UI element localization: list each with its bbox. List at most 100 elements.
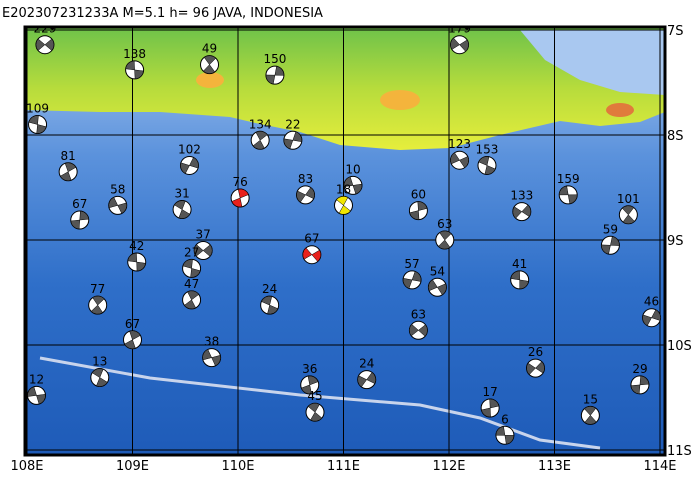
event-label: 54 [430,264,445,278]
event-label: 10 [345,162,360,176]
event-label: 27 [184,245,199,259]
beachball: 18 [334,182,353,215]
frame [23,25,667,457]
beachball-quadrant [124,330,141,349]
lon-label: 108E [10,459,43,474]
event-label: 29 [632,362,647,376]
event-label: 77 [90,282,105,296]
axis-labels: 108E 109E 110E 111E 112E 113E 114E 7S 8S 9S 10S 11S [10,24,691,474]
event-label: 15 [583,392,598,406]
beachball: 13 [90,355,110,388]
event-label: 6 [501,412,509,426]
beachball-quadrant [526,361,545,375]
land [25,27,665,150]
beachball-quadrant [481,398,500,418]
event-label: 60 [411,188,426,202]
beachball-quadrant [27,386,46,405]
beachball: 133 [510,189,533,222]
event-label: 47 [184,277,199,291]
beachball: 179 [448,27,471,55]
beachball: 38 [202,335,222,368]
beachball-quadrant [180,157,199,174]
event-label: 153 [476,142,499,156]
lon-label: 112E [432,459,465,474]
beachball-quadrant [283,131,303,150]
event-label: 138 [123,47,146,61]
beachball-quadrant [343,176,363,195]
beachball-quadrant [90,295,105,315]
beachball: 49 [200,42,220,75]
beachball-quadrant [252,130,268,150]
beachball-quadrant [261,295,279,315]
lon-label: 113E [538,459,571,474]
beachball: 67 [70,197,90,230]
beachball: 27 [182,245,202,278]
beachball: 17 [480,385,500,418]
beachball-quadrant [642,309,661,327]
beachball: 54 [427,264,447,297]
beachball-quadrant [174,200,191,219]
lon-label: 109E [116,459,149,474]
event-label: 13 [92,355,107,369]
event-label: 22 [285,117,300,131]
beachball-quadrant [601,236,620,255]
events: 229 138 49 150 179 109 134 22 123 153 81 102 58 31 76 8… [26,27,662,445]
beachball: 159 [557,172,580,205]
event-label: 101 [617,192,640,206]
beachball-quadrant [28,115,47,134]
lon-label: 111E [327,459,360,474]
beachball-quadrant [182,259,201,278]
title: E202307231233A M=5.1 h= 96 JAVA, INDONES… [2,6,323,21]
beachball: 45 [305,389,325,422]
beachball-quadrant [300,375,319,395]
beachball: 42 [127,239,147,272]
beachball: 24 [260,282,280,315]
beachball: 6 [495,412,515,445]
beachball-quadrant [409,201,428,220]
beachball-quadrant [402,271,422,289]
beachball: 67 [302,232,322,265]
event-label: 24 [262,282,277,296]
lat-label: 10S [667,339,692,354]
event-label: 17 [483,385,498,399]
beachball: 58 [108,182,128,215]
beachball: 153 [476,142,499,175]
event-label: 83 [298,172,313,186]
event-label: 45 [307,389,322,403]
event-label: 58 [110,182,125,196]
event-label: 109 [26,102,49,116]
beachball: 12 [26,372,46,405]
beachball-quadrant [193,244,213,257]
beachball-quadrant [296,187,315,203]
event-label: 159 [557,172,580,186]
beachball: 10 [343,162,363,195]
beachball: 102 [178,142,201,175]
beachball: 77 [88,282,108,315]
event-label: 36 [302,362,317,376]
beachball-quadrant [450,37,469,52]
beachball-quadrant [583,406,597,425]
beachball: 123 [448,137,471,170]
beachball: 138 [123,47,146,80]
beachball-quadrant [35,38,55,51]
beachball: 36 [300,362,320,395]
beachball-quadrant [450,152,469,169]
event-label: 67 [125,317,140,331]
event-label: 49 [202,42,217,56]
beachball-quadrant [59,162,77,181]
beachball: 81 [58,149,78,182]
event-label: 37 [196,228,211,242]
highland [380,90,420,110]
beachball: 63 [408,307,428,340]
event-label: 38 [204,335,219,349]
beachball: 63 [435,217,455,250]
beachball: 37 [193,228,213,260]
beachball: 46 [642,295,662,328]
event-label: 46 [644,295,659,309]
beachball-quadrant [357,372,376,388]
beachball-quadrant [558,185,578,204]
north-sea [520,30,665,95]
event-label: 57 [404,257,419,271]
beachball: 59 [600,222,620,255]
event-label: 133 [510,189,533,203]
